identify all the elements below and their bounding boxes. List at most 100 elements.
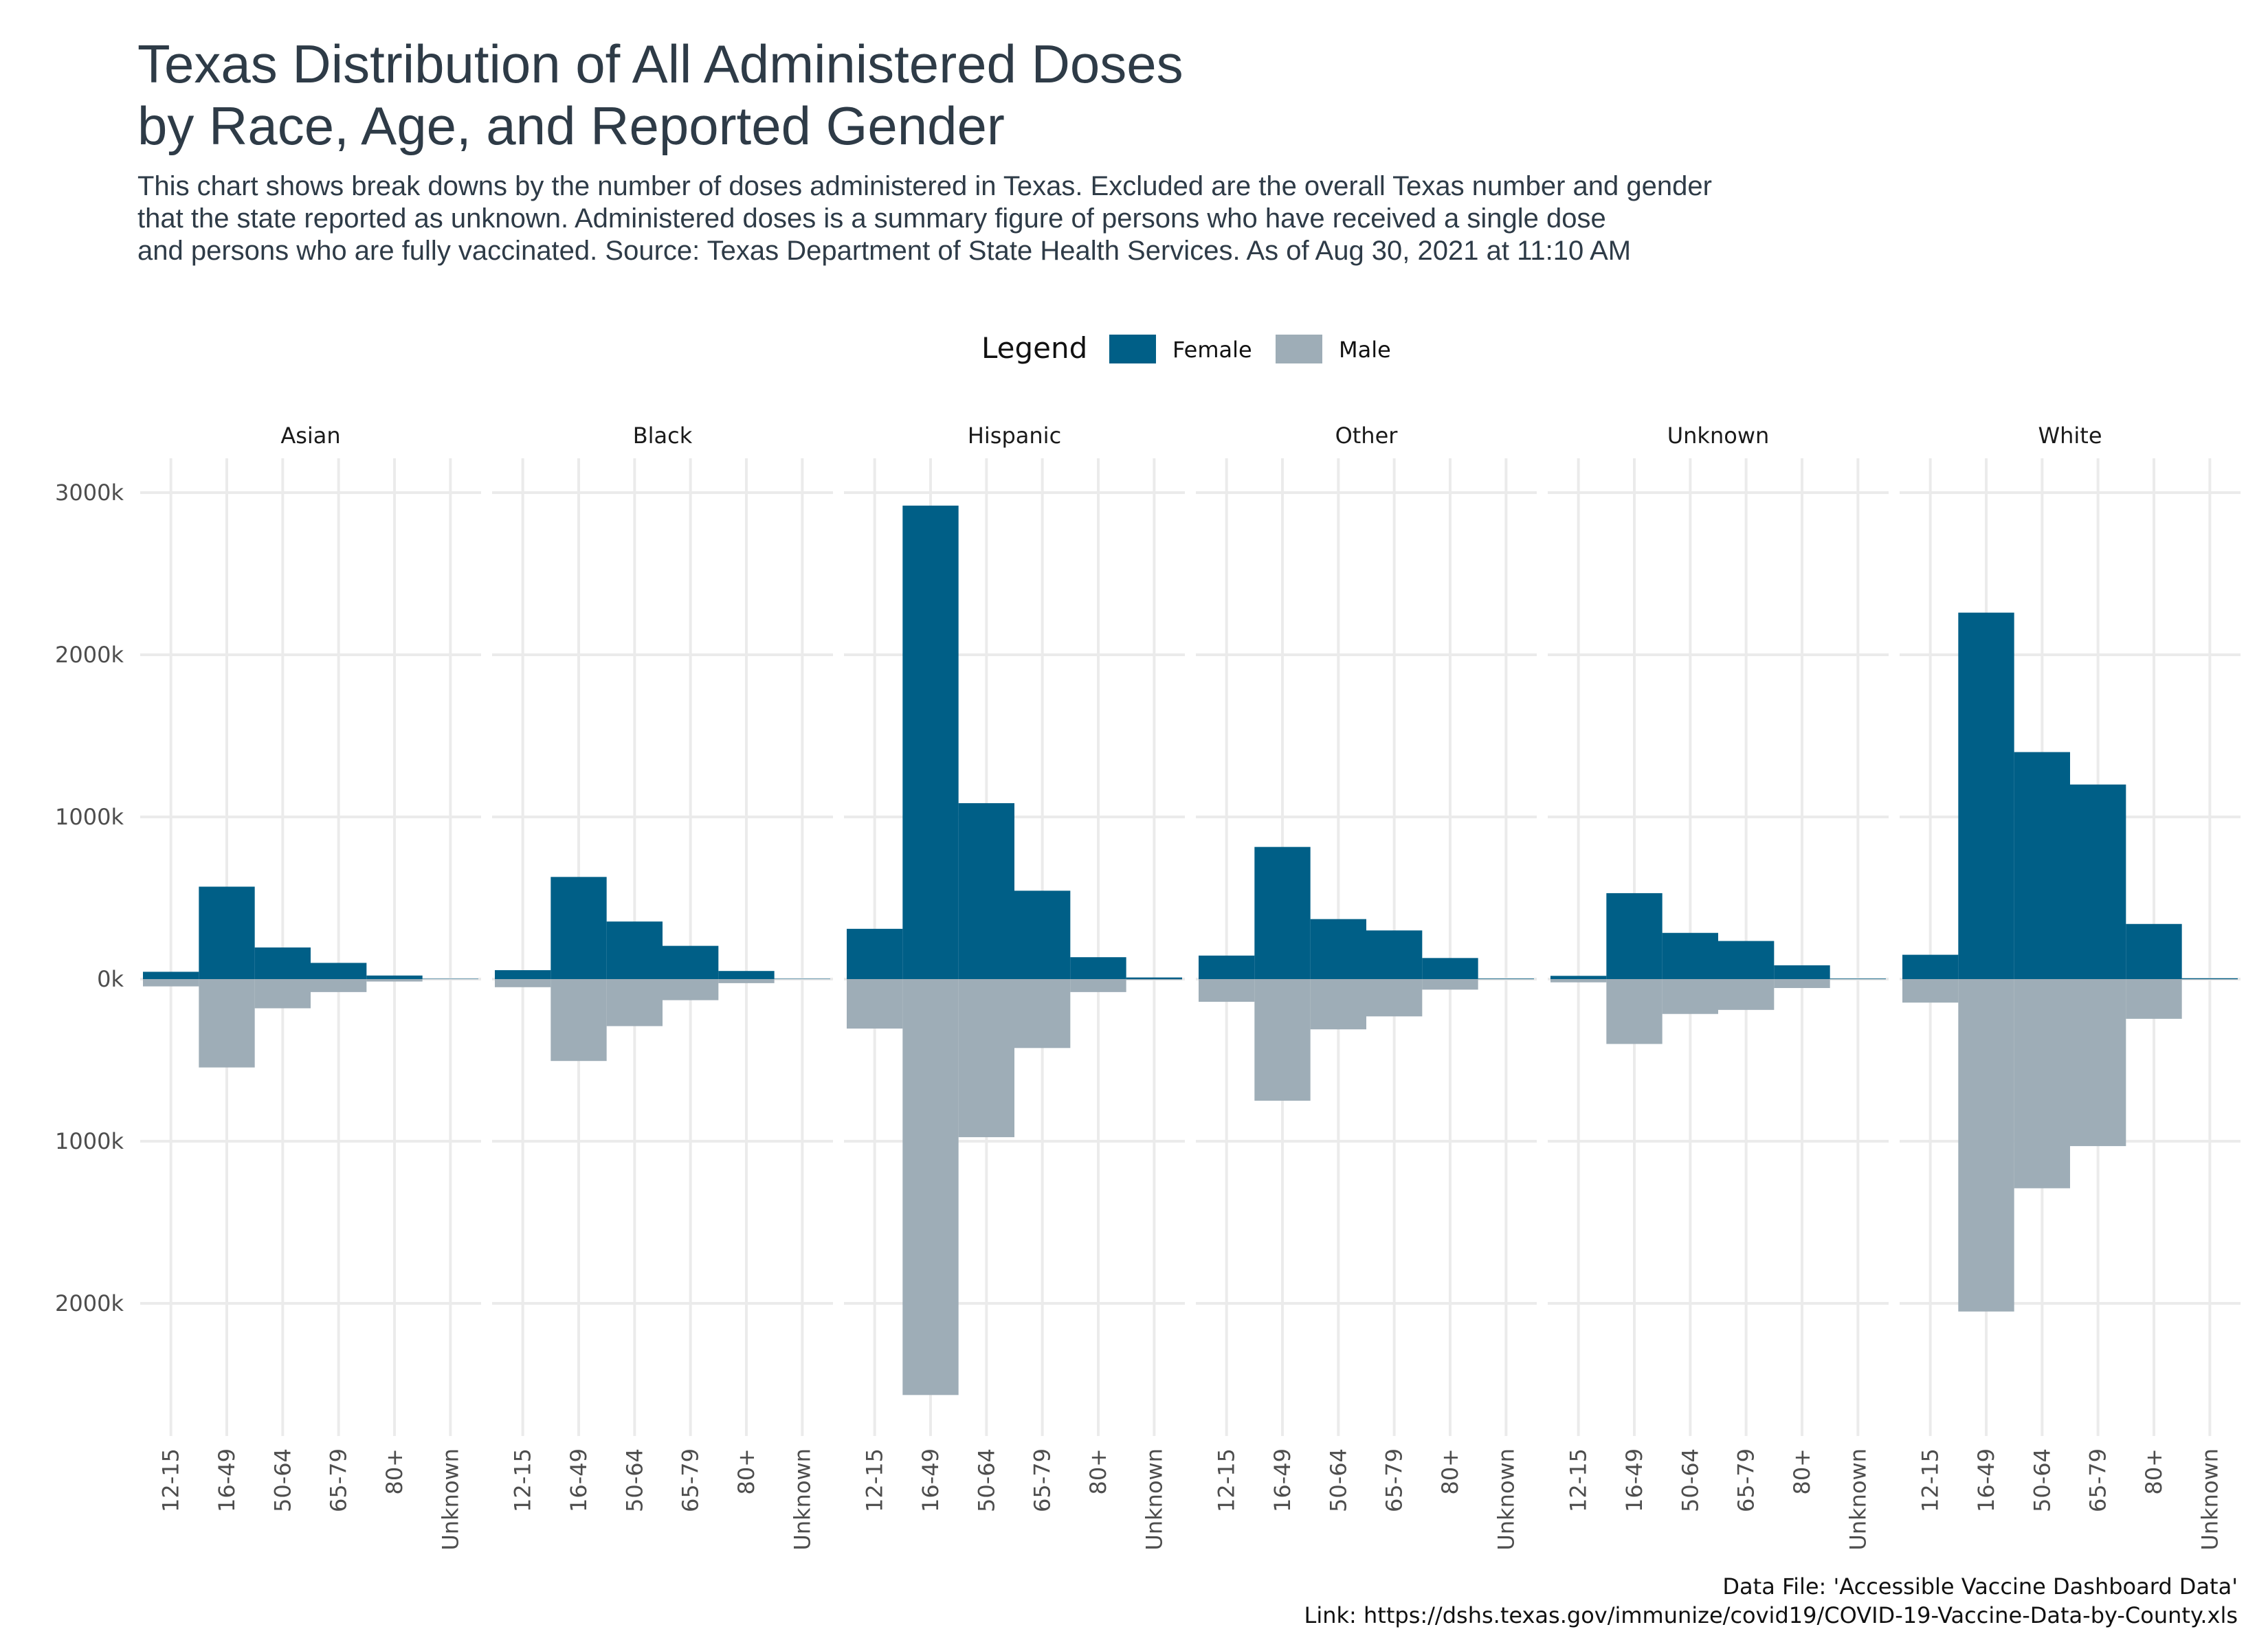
bar-female <box>847 928 903 979</box>
bar-female <box>1014 890 1071 979</box>
caption-link: Link: https://dshs.texas.gov/immunize/co… <box>1304 1602 2238 1628</box>
bar-male <box>847 979 903 1029</box>
bar-female <box>1550 976 1607 979</box>
facet-label-unknown: Unknown <box>1667 423 1770 449</box>
bar-female <box>1774 965 1830 979</box>
chart-title: Texas Distribution of All Administered D… <box>137 34 1183 156</box>
x-tick-label: 65-79 <box>1030 1448 1056 1512</box>
bar-male <box>1070 979 1126 992</box>
x-tick-label: 50-64 <box>2029 1448 2055 1512</box>
x-tick-label: 80+ <box>1437 1448 1463 1495</box>
bar-male <box>718 979 775 983</box>
bar-male <box>1550 979 1607 983</box>
bar-female <box>1310 919 1366 979</box>
x-tick-label: 50-64 <box>973 1448 999 1512</box>
bar-female <box>1254 846 1311 979</box>
x-tick-label: Unknown <box>2197 1448 2223 1551</box>
facet-label-other: Other <box>1335 423 1399 449</box>
bar-male <box>551 979 607 1062</box>
legend-label-female: Female <box>1172 337 1252 363</box>
bar-female <box>1422 958 1478 979</box>
bar-female <box>1830 978 1886 979</box>
bar-female <box>718 971 775 979</box>
x-tick-label: 80+ <box>733 1448 759 1495</box>
caption-data-file: Data File: 'Accessible Vaccine Dashboard… <box>1722 1573 2238 1600</box>
bar-male <box>199 979 255 1068</box>
bar-female <box>2126 923 2182 979</box>
bar-male <box>1774 979 1830 988</box>
bar-female <box>2014 752 2070 979</box>
bar-male <box>495 979 551 987</box>
y-tick-label: 3000k <box>55 480 124 506</box>
bar-female <box>1662 932 1718 979</box>
x-tick-label: 16-49 <box>1621 1448 1647 1512</box>
bar-female <box>199 886 255 979</box>
legend-swatch-female <box>1109 335 1156 363</box>
x-tick-label: 65-79 <box>1733 1448 1759 1512</box>
bar-female <box>1126 977 1182 979</box>
bar-male <box>902 979 959 1395</box>
bar-male <box>1254 979 1311 1101</box>
y-tick-label: 2000k <box>55 1290 124 1316</box>
bar-male <box>1422 979 1478 990</box>
y-tick-label: 1000k <box>55 1128 124 1154</box>
x-tick-label: 12-15 <box>158 1448 184 1512</box>
x-tick-label: 65-79 <box>678 1448 704 1512</box>
bar-male <box>1958 979 2014 1312</box>
x-tick-label: 16-49 <box>214 1448 240 1512</box>
bar-male <box>1366 979 1423 1017</box>
facet-label-black: Black <box>633 423 693 449</box>
bar-female <box>551 877 607 979</box>
x-tick-label: 80+ <box>1085 1448 1111 1495</box>
bar-female <box>663 945 719 979</box>
x-tick-label: Unknown <box>789 1448 815 1551</box>
bar-female <box>1902 954 1959 979</box>
bar-male <box>1606 979 1663 1044</box>
data-source-caption: Data File: 'Accessible Vaccine Dashboard… <box>1304 1572 2238 1630</box>
bar-male <box>1126 979 1182 980</box>
bar-male <box>606 979 663 1027</box>
bar-male <box>2181 979 2238 980</box>
x-tick-label: 16-49 <box>1269 1448 1296 1512</box>
bar-female <box>1366 930 1423 979</box>
bar-female <box>606 921 663 979</box>
x-tick-label: Unknown <box>1845 1448 1871 1551</box>
x-tick-label: 80+ <box>1789 1448 1815 1495</box>
bar-female <box>311 963 367 979</box>
x-tick-label: 50-64 <box>621 1448 647 1512</box>
x-tick-label: 16-49 <box>918 1448 944 1512</box>
legend-swatch-male <box>1276 335 1322 363</box>
bar-female <box>2070 784 2126 979</box>
bar-male <box>254 979 311 1009</box>
x-tick-label: 16-49 <box>566 1448 592 1512</box>
bar-male <box>2070 979 2126 1147</box>
bar-male <box>1014 979 1071 1048</box>
y-tick-label: 0k <box>97 966 124 992</box>
bar-male <box>1199 979 1255 1002</box>
x-tick-label: 50-64 <box>269 1448 296 1512</box>
bar-male <box>366 979 423 982</box>
bar-male <box>958 979 1014 1138</box>
bar-male <box>1310 979 1366 1030</box>
bar-female <box>1199 955 1255 979</box>
facet-label-white: White <box>2038 423 2102 449</box>
legend-label-male: Male <box>1339 337 1391 363</box>
y-tick-label: 2000k <box>55 642 124 668</box>
bar-female <box>2181 978 2238 979</box>
x-tick-label: 65-79 <box>1381 1448 1408 1512</box>
bar-female <box>1958 612 2014 979</box>
x-tick-label: 12-15 <box>862 1448 888 1512</box>
bar-female <box>495 970 551 979</box>
x-tick-label: Unknown <box>1141 1448 1167 1551</box>
bar-female <box>958 803 1014 979</box>
bar-male <box>1902 979 1959 1003</box>
x-tick-label: 12-15 <box>1566 1448 1592 1512</box>
y-tick-label: 1000k <box>55 804 124 830</box>
bar-female <box>1070 957 1126 979</box>
bar-female <box>254 947 311 979</box>
x-tick-label: Unknown <box>1493 1448 1519 1551</box>
x-tick-label: 50-64 <box>1325 1448 1351 1512</box>
bar-female <box>1718 941 1775 979</box>
x-tick-label: 12-15 <box>510 1448 536 1512</box>
